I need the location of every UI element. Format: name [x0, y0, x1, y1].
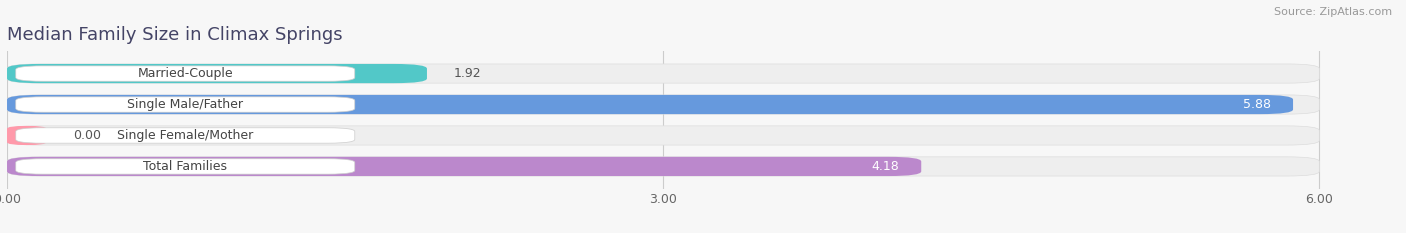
FancyBboxPatch shape — [7, 64, 1319, 83]
Text: 1.92: 1.92 — [453, 67, 481, 80]
Text: Source: ZipAtlas.com: Source: ZipAtlas.com — [1274, 7, 1392, 17]
Text: Total Families: Total Families — [143, 160, 228, 173]
FancyBboxPatch shape — [7, 95, 1294, 114]
Text: 4.18: 4.18 — [872, 160, 900, 173]
FancyBboxPatch shape — [15, 66, 354, 81]
Text: Single Female/Mother: Single Female/Mother — [117, 129, 253, 142]
FancyBboxPatch shape — [7, 157, 921, 176]
Text: Single Male/Father: Single Male/Father — [128, 98, 243, 111]
Text: Median Family Size in Climax Springs: Median Family Size in Climax Springs — [7, 26, 343, 44]
Text: 5.88: 5.88 — [1243, 98, 1271, 111]
FancyBboxPatch shape — [7, 64, 427, 83]
FancyBboxPatch shape — [15, 97, 354, 112]
FancyBboxPatch shape — [7, 126, 1319, 145]
Text: 0.00: 0.00 — [73, 129, 101, 142]
FancyBboxPatch shape — [7, 157, 1319, 176]
FancyBboxPatch shape — [7, 95, 1319, 114]
Text: Married-Couple: Married-Couple — [138, 67, 233, 80]
FancyBboxPatch shape — [15, 128, 354, 143]
FancyBboxPatch shape — [15, 159, 354, 174]
FancyBboxPatch shape — [7, 126, 46, 145]
